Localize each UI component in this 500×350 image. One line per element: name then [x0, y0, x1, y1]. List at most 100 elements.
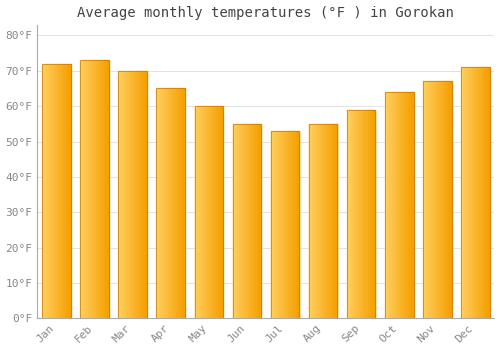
Bar	[347, 110, 376, 318]
Bar	[194, 106, 195, 318]
Bar	[319, 124, 320, 318]
Bar	[489, 67, 490, 318]
Bar	[170, 89, 172, 318]
Bar	[329, 124, 330, 318]
Bar	[469, 67, 470, 318]
Bar	[257, 124, 258, 318]
Bar	[330, 124, 331, 318]
Bar	[312, 124, 313, 318]
Bar	[349, 110, 350, 318]
Bar	[127, 71, 128, 318]
Bar	[121, 71, 122, 318]
Bar	[141, 71, 142, 318]
Bar	[332, 124, 333, 318]
Bar	[42, 64, 43, 318]
Bar	[58, 64, 59, 318]
Bar	[104, 60, 106, 318]
Bar	[168, 89, 170, 318]
Bar	[208, 106, 209, 318]
Bar	[385, 92, 386, 318]
Bar	[309, 124, 310, 318]
Bar	[238, 124, 239, 318]
Bar	[366, 110, 367, 318]
Bar	[92, 60, 93, 318]
Bar	[386, 92, 387, 318]
Bar	[106, 60, 108, 318]
Bar	[173, 89, 174, 318]
Bar	[359, 110, 360, 318]
Bar	[388, 92, 389, 318]
Bar	[219, 106, 220, 318]
Bar	[309, 124, 338, 318]
Bar	[334, 124, 335, 318]
Bar	[467, 67, 468, 318]
Bar	[296, 131, 297, 318]
Bar	[470, 67, 471, 318]
Bar	[464, 67, 466, 318]
Bar	[479, 67, 480, 318]
Bar	[285, 131, 286, 318]
Bar	[482, 67, 484, 318]
Bar	[44, 64, 45, 318]
Bar	[432, 82, 433, 318]
Bar	[84, 60, 86, 318]
Bar	[481, 67, 482, 318]
Bar	[402, 92, 403, 318]
Bar	[236, 124, 237, 318]
Bar	[461, 67, 462, 318]
Bar	[172, 89, 173, 318]
Bar	[120, 71, 121, 318]
Bar	[101, 60, 102, 318]
Bar	[290, 131, 292, 318]
Bar	[409, 92, 410, 318]
Bar	[222, 106, 223, 318]
Bar	[98, 60, 99, 318]
Bar	[468, 67, 469, 318]
Bar	[335, 124, 336, 318]
Bar	[431, 82, 432, 318]
Bar	[144, 71, 145, 318]
Bar	[407, 92, 408, 318]
Bar	[63, 64, 64, 318]
Bar	[139, 71, 140, 318]
Bar	[323, 124, 324, 318]
Bar	[163, 89, 164, 318]
Bar	[82, 60, 83, 318]
Bar	[275, 131, 276, 318]
Bar	[80, 60, 81, 318]
Bar	[484, 67, 486, 318]
Bar	[477, 67, 478, 318]
Bar	[65, 64, 66, 318]
Bar	[425, 82, 426, 318]
Bar	[241, 124, 242, 318]
Bar	[390, 92, 392, 318]
Bar	[478, 67, 479, 318]
Bar	[294, 131, 295, 318]
Bar	[443, 82, 444, 318]
Bar	[367, 110, 368, 318]
Bar	[119, 71, 120, 318]
Bar	[273, 131, 274, 318]
Bar	[442, 82, 443, 318]
Bar	[68, 64, 70, 318]
Bar	[100, 60, 101, 318]
Bar	[142, 71, 144, 318]
Bar	[46, 64, 47, 318]
Bar	[293, 131, 294, 318]
Bar	[118, 71, 147, 318]
Bar	[259, 124, 260, 318]
Bar	[167, 89, 168, 318]
Bar	[278, 131, 280, 318]
Bar	[472, 67, 474, 318]
Bar	[157, 89, 158, 318]
Bar	[53, 64, 54, 318]
Bar	[202, 106, 203, 318]
Bar	[56, 64, 57, 318]
Bar	[313, 124, 314, 318]
Bar	[404, 92, 405, 318]
Bar	[212, 106, 213, 318]
Bar	[360, 110, 361, 318]
Bar	[286, 131, 287, 318]
Bar	[276, 131, 277, 318]
Bar	[234, 124, 236, 318]
